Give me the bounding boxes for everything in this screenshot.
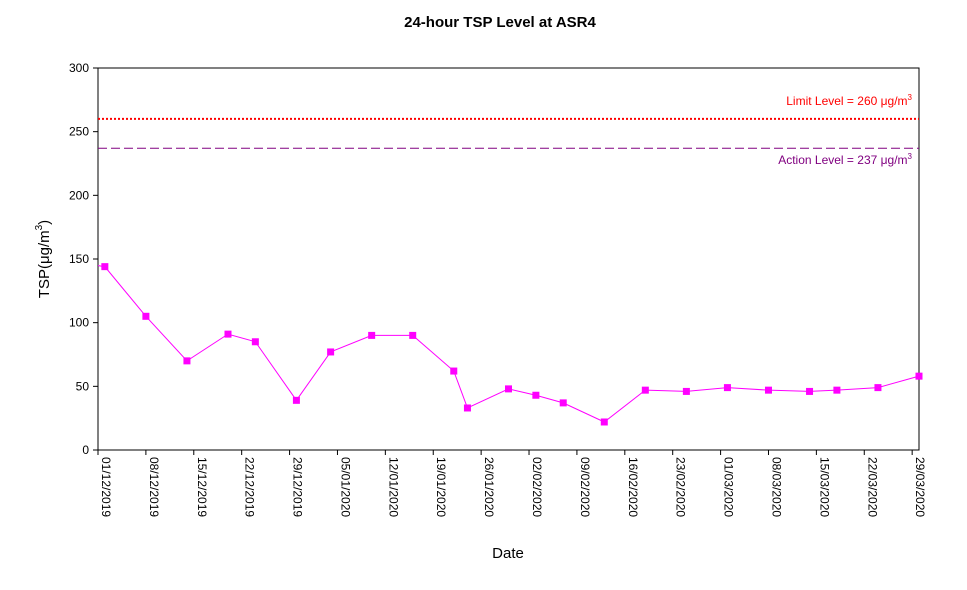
- y-tick-label: 0: [82, 443, 89, 457]
- x-tick-label: 15/12/2019: [195, 457, 209, 517]
- x-tick-label: 16/02/2020: [626, 457, 640, 517]
- x-tick-label: 08/03/2020: [769, 457, 783, 517]
- y-tick-label: 150: [69, 252, 89, 266]
- x-tick-label: 26/01/2020: [482, 457, 496, 517]
- data-point: [409, 331, 417, 339]
- y-tick-label: 200: [69, 188, 89, 202]
- data-point: [874, 384, 882, 392]
- data-point: [641, 386, 649, 394]
- x-tick-label: 01/03/2020: [722, 457, 736, 517]
- x-tick-label: 02/02/2020: [530, 457, 544, 517]
- data-point: [327, 348, 335, 356]
- x-tick-label: 05/01/2020: [338, 457, 352, 517]
- data-point: [532, 391, 540, 399]
- data-point: [915, 372, 923, 380]
- data-point: [833, 386, 841, 394]
- x-tick-label: 23/02/2020: [674, 457, 688, 517]
- data-point: [463, 404, 471, 412]
- x-tick-label: 19/01/2020: [434, 457, 448, 517]
- data-point: [224, 330, 232, 338]
- y-tick-label: 250: [69, 125, 89, 139]
- y-tick-label: 50: [76, 379, 90, 393]
- y-axis-label-sup: 3: [34, 224, 45, 230]
- chart-title: 24-hour TSP Level at ASR4: [404, 14, 596, 31]
- x-tick-label: 29/12/2019: [291, 457, 305, 517]
- x-tick-label: 12/01/2020: [386, 457, 400, 517]
- y-axis-label-unit: μg/m: [36, 230, 53, 264]
- x-axis-label: Date: [492, 545, 524, 562]
- x-tick-label: 08/12/2019: [147, 457, 161, 517]
- data-point: [764, 386, 772, 394]
- data-point: [142, 312, 150, 320]
- data-point: [292, 396, 300, 404]
- data-point: [368, 331, 376, 339]
- y-axis-label-main: TSP(: [36, 264, 53, 298]
- x-tick-label: 22/12/2019: [243, 457, 257, 517]
- data-point: [682, 387, 690, 395]
- y-axis-label: TSP(μg/m3): [34, 220, 53, 298]
- x-tick-label: 15/03/2020: [817, 457, 831, 517]
- reference-line-label: Limit Level = 260 μg/m3: [786, 93, 912, 108]
- x-axis: 01/12/2019 08/12/2019 15/12/2019 22/12/2019…: [97, 450, 927, 517]
- data-point: [183, 357, 191, 365]
- data-point: [101, 263, 109, 271]
- x-tick-label: 29/03/2020: [913, 457, 927, 517]
- y-tick-label: 300: [69, 61, 89, 75]
- data-point: [251, 338, 259, 346]
- data-point: [723, 384, 731, 392]
- series: [97, 263, 923, 426]
- x-tick-label: 09/02/2020: [578, 457, 592, 517]
- plot-area: [97, 67, 920, 451]
- data-point: [505, 385, 512, 393]
- x-tick-label: 01/12/2019: [99, 457, 113, 517]
- reference-line-label: Action Level = 237 μg/m3: [778, 152, 912, 167]
- y-axis: 0 50 100 150 200 250 300: [69, 61, 98, 457]
- y-tick-label: 100: [69, 316, 89, 330]
- x-tick-label: 22/03/2020: [865, 457, 879, 517]
- series-line: [97, 265, 920, 423]
- reference-lines: Limit Level = 260 μg/m3 Action Level = 23…: [98, 93, 919, 167]
- y-axis-label-close: ): [36, 220, 53, 225]
- data-point: [600, 418, 608, 426]
- data-point: [806, 387, 814, 395]
- data-point: [559, 399, 567, 407]
- data-point: [450, 367, 458, 375]
